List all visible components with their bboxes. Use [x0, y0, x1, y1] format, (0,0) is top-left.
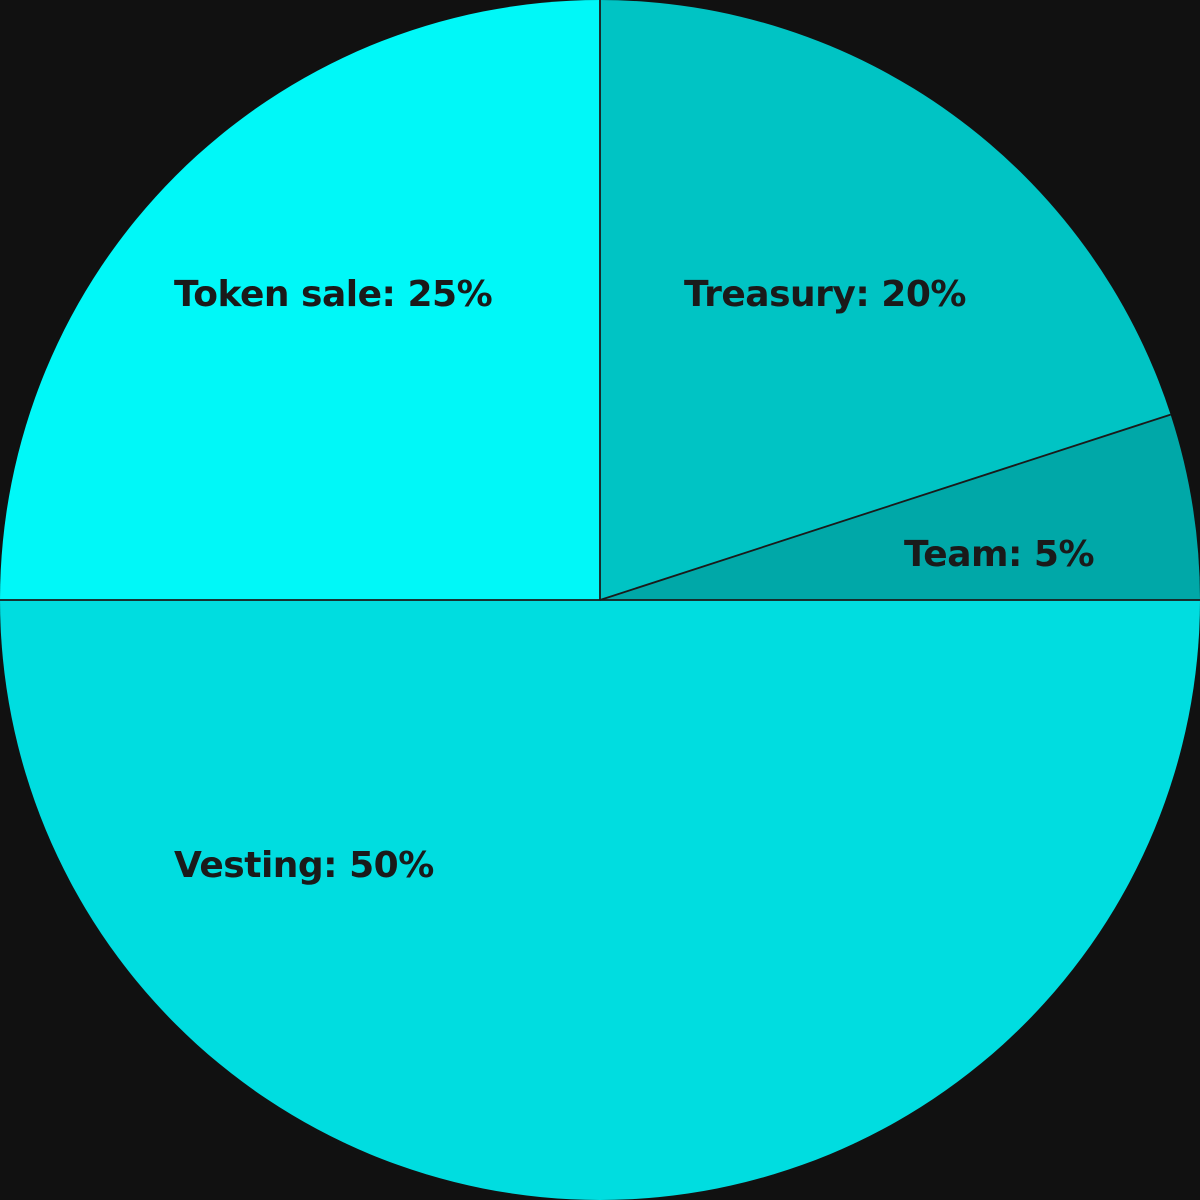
pie-label-token-sale: Token sale: 25% [174, 274, 492, 315]
pie-label-vesting: Vesting: 50% [174, 845, 434, 886]
pie-slice-treasury [600, 0, 1171, 600]
pie-label-team: Team: 5% [904, 534, 1094, 575]
pie-label-treasury: Treasury: 20% [684, 274, 966, 315]
slice-divider-1 [599, 413, 1171, 601]
pie-slice-vesting [0, 600, 1200, 1200]
pie-slice-team [600, 414, 1200, 600]
labels-layer: Treasury: 20% Team: 5% Vesting: 50% Token s… [174, 274, 1095, 886]
pie-slice-token-sale [0, 0, 600, 600]
